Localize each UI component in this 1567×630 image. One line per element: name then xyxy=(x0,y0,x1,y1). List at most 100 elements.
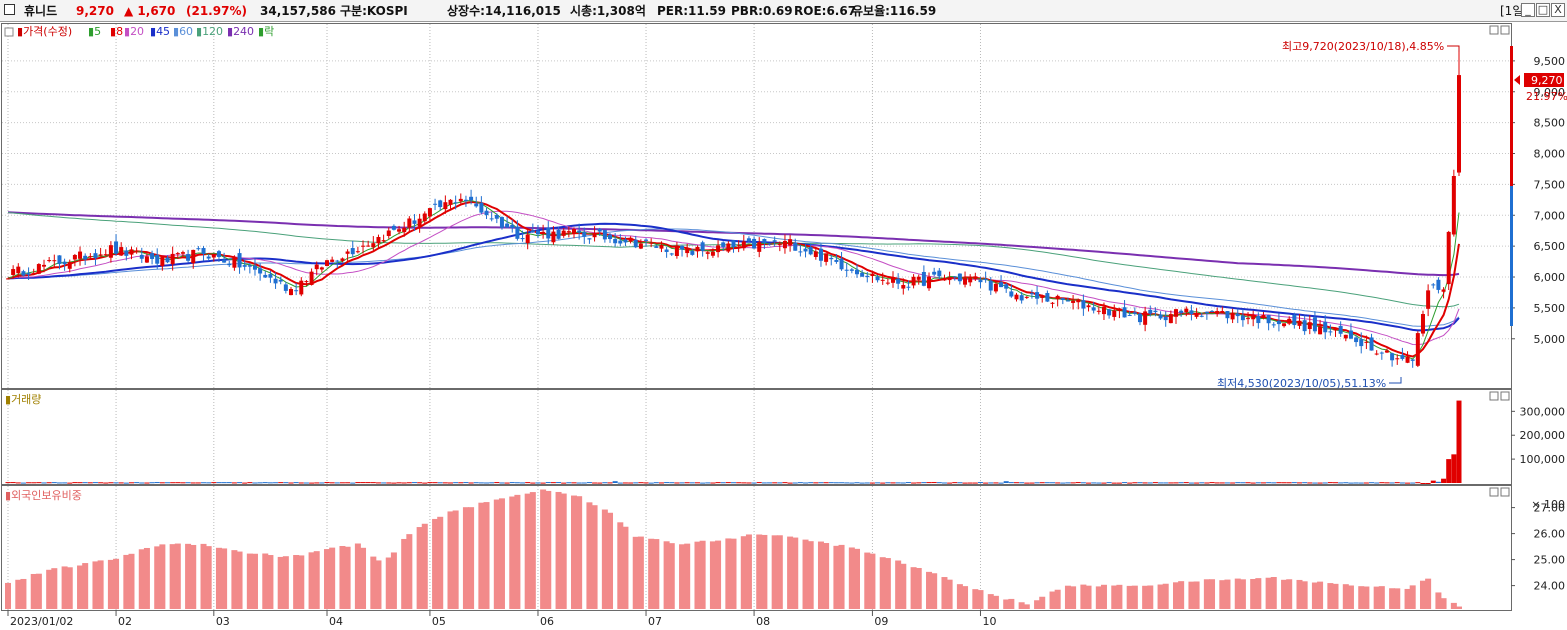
price-panel-restore-icon[interactable] xyxy=(1489,25,1499,35)
legend-ma5: ▮5 xyxy=(88,25,101,38)
candle-body xyxy=(206,256,211,259)
foreign-bar xyxy=(745,534,752,609)
candle-body xyxy=(788,239,793,246)
volume-bar xyxy=(890,482,896,484)
volume-panel-close-icon[interactable] xyxy=(1500,391,1510,401)
volume-panel-restore-icon[interactable] xyxy=(1489,391,1499,401)
candle-body xyxy=(180,252,185,254)
candle-body xyxy=(1060,298,1065,300)
candle-body xyxy=(1246,318,1251,320)
candle-body xyxy=(1122,307,1127,318)
volume-bar xyxy=(82,482,88,484)
close-button[interactable]: X xyxy=(1551,3,1565,17)
foreign-bar xyxy=(1018,602,1025,609)
volume-axis-ticks: 300,000 200,000 100,000 × 100 xyxy=(1511,405,1565,511)
volume-bar xyxy=(1302,482,1308,484)
maximize-button[interactable]: □ xyxy=(1536,3,1550,17)
foreign-bar xyxy=(231,550,238,609)
volume-bar xyxy=(1420,483,1426,484)
date-axis-ticks: 2023/01/02 02 03 04 05 06 07 08 09 10 xyxy=(7,610,996,628)
candle-body xyxy=(1215,311,1220,314)
foreign-bar xyxy=(143,547,150,609)
foreign-bar xyxy=(1085,585,1092,609)
candle-body xyxy=(330,259,335,262)
volume-bar xyxy=(1029,482,1035,484)
foreign-bar xyxy=(802,539,809,609)
foreign-bar xyxy=(1034,600,1041,609)
volume-bar xyxy=(185,482,191,484)
candle-body xyxy=(746,238,751,242)
volume-bar xyxy=(643,482,649,484)
foreign-bar xyxy=(1100,584,1107,609)
foreign-bar xyxy=(668,543,675,609)
foreign-panel-restore-icon[interactable] xyxy=(1489,487,1499,497)
volume-bar xyxy=(144,482,150,484)
volume-bar xyxy=(242,482,248,484)
candle-body xyxy=(546,227,551,239)
minimize-button[interactable]: _ xyxy=(1521,3,1535,17)
volume-bar xyxy=(370,482,376,484)
volume-bar xyxy=(622,482,628,484)
volume-bar xyxy=(1204,482,1210,484)
candle-body xyxy=(710,251,715,256)
volume-bar xyxy=(1194,482,1200,484)
volume-bar xyxy=(118,482,124,484)
volume-bar xyxy=(51,482,57,484)
foreign-axis-ticks: 24.00 25.00 26.00 27.00 xyxy=(1511,502,1565,593)
candle-body xyxy=(571,229,576,234)
candle-body xyxy=(1024,296,1029,298)
volume-bar xyxy=(875,482,881,484)
volume-bar xyxy=(998,482,1004,484)
volume-bar xyxy=(957,482,963,484)
select-checkbox[interactable] xyxy=(4,4,15,15)
volume-bar xyxy=(504,482,510,484)
volume-bar xyxy=(108,482,114,484)
foreign-bar xyxy=(329,547,336,609)
price-tick-label: 7,000 xyxy=(1534,209,1566,222)
volume-bar xyxy=(36,482,42,484)
price-panel-close-icon[interactable] xyxy=(1500,25,1510,35)
foreign-bar xyxy=(926,571,933,609)
volume-bar xyxy=(535,482,541,484)
candle-body xyxy=(963,278,968,285)
candle-body xyxy=(474,203,479,207)
legend-checkbox[interactable] xyxy=(4,27,14,37)
market-label: 구분:KOSPI xyxy=(340,4,408,18)
volume-bar xyxy=(916,482,922,484)
volume-bar xyxy=(278,482,284,484)
candle-body xyxy=(777,244,782,246)
candle-body xyxy=(1451,176,1456,235)
volume-bar xyxy=(1415,482,1421,484)
candle-body xyxy=(891,277,896,283)
volume-bar xyxy=(628,482,634,484)
candle-body xyxy=(314,264,319,270)
volume-bar xyxy=(592,482,598,484)
volume-bar xyxy=(653,482,659,484)
candle-body xyxy=(618,240,623,244)
volume-bar xyxy=(669,482,675,484)
candle-body xyxy=(42,264,47,267)
foreign-bar xyxy=(15,579,22,609)
foreign-bar xyxy=(853,548,860,609)
foreign-bar xyxy=(154,546,161,609)
volume-bar xyxy=(1050,482,1056,484)
volume-bar xyxy=(545,482,551,484)
candle-body xyxy=(772,240,777,242)
volume-bar xyxy=(231,482,237,484)
foreign-bar xyxy=(370,556,377,609)
legend-ma240: ▮240 xyxy=(227,25,254,38)
foreign-bar xyxy=(1419,580,1426,609)
foreign-panel-close-icon[interactable] xyxy=(1500,487,1510,497)
candle-body xyxy=(427,208,432,217)
candle-body xyxy=(1040,296,1045,298)
last-price-pointer-icon xyxy=(1514,75,1520,85)
foreign-bar xyxy=(591,505,598,609)
candle-body xyxy=(1096,310,1101,312)
price-tick-label: 8,500 xyxy=(1534,117,1566,130)
volume-bar xyxy=(988,482,994,484)
volume-bar xyxy=(664,482,670,484)
candle-body xyxy=(1158,314,1163,319)
volume-bar xyxy=(67,482,73,484)
volume-tick-label: 200,000 xyxy=(1520,429,1566,442)
volume-bar xyxy=(56,482,62,484)
